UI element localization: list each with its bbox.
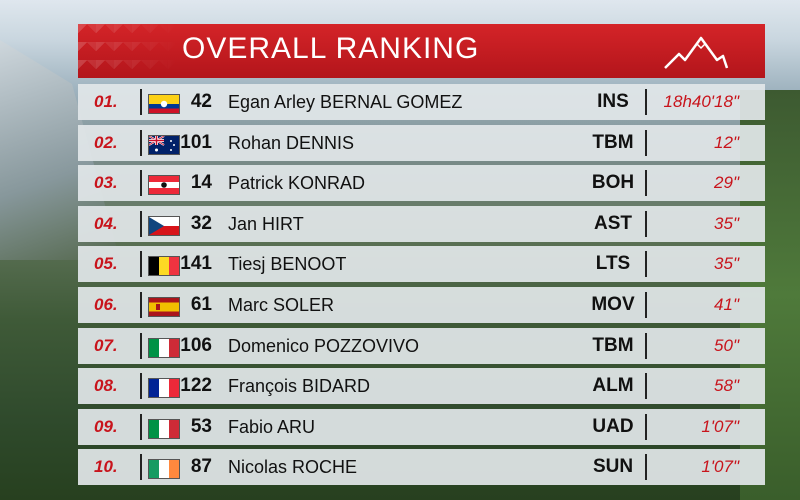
separator xyxy=(645,332,647,359)
rank-number: 05. xyxy=(94,254,118,274)
rider-name: Tiesj BENOOT xyxy=(228,254,347,275)
separator xyxy=(645,251,647,278)
rider-name: Fabio ARU xyxy=(228,416,316,437)
rider-name: Egan Arley BERNAL GOMEZ xyxy=(228,92,463,112)
bib-number: 106 xyxy=(180,334,212,356)
ranking-row: 06. 61 Marc SOLER MOV 41" xyxy=(78,287,765,323)
separator xyxy=(140,373,142,400)
italy-flag-icon xyxy=(148,418,180,439)
bib-number: 87 xyxy=(190,456,212,478)
bib-number: 61 xyxy=(190,294,212,315)
team-code: ALM xyxy=(592,375,634,397)
team-code: TBM xyxy=(592,334,634,356)
checker-pattern xyxy=(78,24,178,78)
ireland-flag-icon xyxy=(148,459,180,480)
gap-time: 50" xyxy=(714,335,739,355)
rank-number: 01. xyxy=(94,92,118,111)
team-code: MOV xyxy=(591,294,635,315)
bib-number: 141 xyxy=(180,253,212,275)
rank-number: 03. xyxy=(94,173,118,193)
ranking-row: 02. 101 Rohan DENNIS TBM 12" xyxy=(78,124,765,161)
ranking-title: OVERALL RANKING xyxy=(182,32,480,65)
rider-name: Marc SOLER xyxy=(228,295,335,315)
separator xyxy=(140,129,142,156)
gap-time: 1'07" xyxy=(701,457,739,477)
gap-time: 18h40'18" xyxy=(663,92,739,111)
gap-time: 12" xyxy=(714,132,739,152)
separator xyxy=(140,251,142,278)
gap-time: 1'07" xyxy=(701,416,739,436)
rank-number: 09. xyxy=(94,416,118,436)
rider-name: Domenico POZZOVIVO xyxy=(228,335,420,356)
separator xyxy=(140,170,142,197)
separator xyxy=(645,373,647,400)
separator xyxy=(645,89,647,115)
rider-name: Jan HIRT xyxy=(228,213,304,234)
team-code: INS xyxy=(597,91,629,112)
team-code: SUN xyxy=(592,456,634,478)
rank-number: 07. xyxy=(94,335,118,355)
team-code: TBM xyxy=(592,131,634,153)
rider-name: Patrick KONRAD xyxy=(228,173,366,194)
australia-flag-icon xyxy=(148,134,180,155)
rider-name: François BIDARD xyxy=(228,376,371,397)
ranking-row: 05. 141 Tiesj BENOOT LTS 35" xyxy=(78,246,765,283)
bib-number: 42 xyxy=(190,91,212,112)
gap-time: 29" xyxy=(714,173,739,193)
ranking-row: 03. 14 Patrick KONRAD BOH 29" xyxy=(78,165,765,202)
ranking-row: 09. 53 Fabio ARU UAD 1'07" xyxy=(78,408,765,445)
rank-number: 02. xyxy=(94,132,118,152)
rider-name: Rohan DENNIS xyxy=(228,132,355,153)
ranking-header: OVERALL RANKING xyxy=(78,24,765,78)
team-code: AST xyxy=(594,212,632,234)
team-code: UAD xyxy=(592,415,634,437)
bib-number: 122 xyxy=(180,375,212,397)
gap-time: 58" xyxy=(714,376,739,396)
separator xyxy=(140,413,142,440)
rank-number: 10. xyxy=(94,457,118,477)
separator xyxy=(645,413,647,440)
separator xyxy=(140,292,142,318)
bib-number: 53 xyxy=(190,415,212,437)
ranking-row: 01. 42 Egan Arley BERNAL GOMEZ INS 18h40'18" xyxy=(78,84,765,120)
bib-number: 32 xyxy=(190,212,212,234)
ranking-row: 04. 32 Jan HIRT AST 35" xyxy=(78,205,765,242)
rank-number: 06. xyxy=(94,295,118,314)
gap-time: 41" xyxy=(714,295,739,314)
bib-number: 101 xyxy=(180,131,212,153)
separator xyxy=(645,129,647,156)
separator xyxy=(140,89,142,115)
austria-flag-icon xyxy=(148,175,180,196)
france-flag-icon xyxy=(148,378,180,399)
rank-number: 08. xyxy=(94,376,118,396)
belgium-flag-icon xyxy=(148,256,180,277)
separator xyxy=(645,454,647,481)
gap-time: 35" xyxy=(714,213,739,233)
ranking-board: OVERALL RANKING 01. 42 Egan Arley BERNAL G… xyxy=(78,24,765,492)
separator xyxy=(645,210,647,237)
ranking-row: 07. 106 Domenico POZZOVIVO TBM 50" xyxy=(78,327,765,364)
ranking-row: 10. 87 Nicolas ROCHE SUN 1'07" xyxy=(78,449,765,486)
gap-time: 35" xyxy=(714,254,739,274)
separator xyxy=(140,210,142,237)
team-code: LTS xyxy=(595,253,631,275)
ranking-row: 08. 122 François BIDARD ALM 58" xyxy=(78,368,765,405)
spain-flag-icon xyxy=(148,297,180,317)
colombia-flag-icon xyxy=(148,94,180,114)
rider-name: Nicolas ROCHE xyxy=(228,457,358,478)
separator xyxy=(645,170,647,197)
bib-number: 14 xyxy=(190,172,212,194)
separator xyxy=(645,292,647,318)
team-code: BOH xyxy=(591,172,635,194)
separator xyxy=(140,454,142,481)
separator xyxy=(140,332,142,359)
rank-number: 04. xyxy=(94,213,118,233)
italy-flag-icon xyxy=(148,337,180,358)
mountain-logo-icon xyxy=(664,36,729,69)
czechia-flag-icon xyxy=(148,215,180,236)
